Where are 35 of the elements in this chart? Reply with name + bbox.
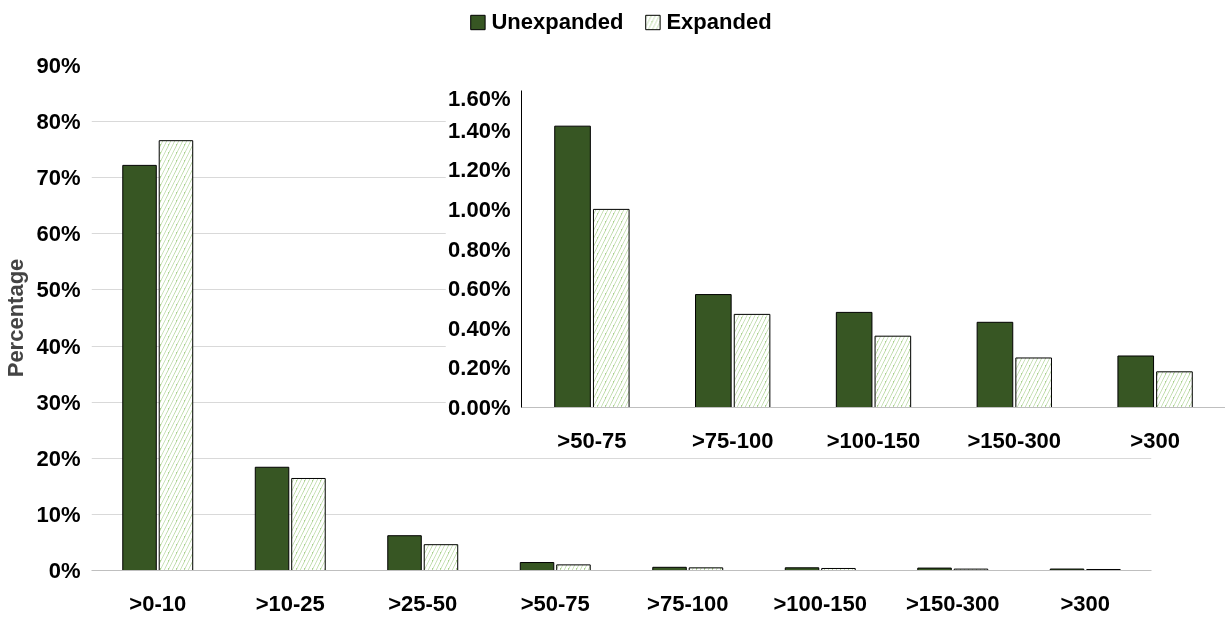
y-tick-label: 0.60% bbox=[448, 276, 511, 302]
y-tick-label: 10% bbox=[36, 501, 81, 527]
x-tick-label: >100-150 bbox=[826, 427, 921, 453]
y-tick-label: 1.60% bbox=[448, 85, 511, 111]
y-tick-label: 0.40% bbox=[448, 315, 511, 341]
x-tick-label: >0-10 bbox=[129, 590, 187, 616]
y-tick-label: 1.40% bbox=[448, 117, 511, 143]
x-tick-label: >75-100 bbox=[692, 427, 774, 453]
x-tick-label: >150-300 bbox=[905, 590, 1000, 616]
y-tick-label: 50% bbox=[36, 277, 81, 303]
y-tick-label: 0.20% bbox=[448, 355, 511, 381]
y-tick-label: 0.00% bbox=[448, 395, 511, 420]
y-tick-label: 1.00% bbox=[448, 196, 511, 222]
x-tick-label: >100-150 bbox=[773, 590, 868, 616]
y-tick-label: 30% bbox=[36, 389, 81, 415]
y-tick-label: 90% bbox=[36, 53, 81, 78]
y-tick-label: 20% bbox=[36, 445, 81, 471]
x-tick-label: >50-75 bbox=[520, 590, 590, 616]
legend-label: Unexpanded bbox=[491, 9, 624, 35]
y-tick-label: 40% bbox=[36, 333, 81, 359]
legend-label: Expanded bbox=[666, 9, 772, 35]
y-axis-title: Percentage bbox=[3, 258, 29, 378]
x-tick-label: >300 bbox=[1060, 590, 1111, 616]
x-tick-label: >50-75 bbox=[557, 427, 627, 453]
x-tick-label: >25-50 bbox=[388, 590, 458, 616]
y-tick-label: 0.80% bbox=[448, 236, 511, 262]
y-tick-label: 0% bbox=[48, 558, 81, 583]
y-tick-label: 70% bbox=[36, 165, 81, 191]
y-tick-label: 1.20% bbox=[448, 157, 511, 183]
x-tick-label: >150-300 bbox=[967, 427, 1062, 453]
x-tick-label: >10-25 bbox=[255, 590, 325, 616]
x-tick-label: >300 bbox=[1130, 427, 1180, 453]
y-tick-label: 60% bbox=[36, 221, 81, 247]
x-tick-label: >75-100 bbox=[647, 590, 729, 616]
y-tick-label: 80% bbox=[36, 109, 81, 135]
